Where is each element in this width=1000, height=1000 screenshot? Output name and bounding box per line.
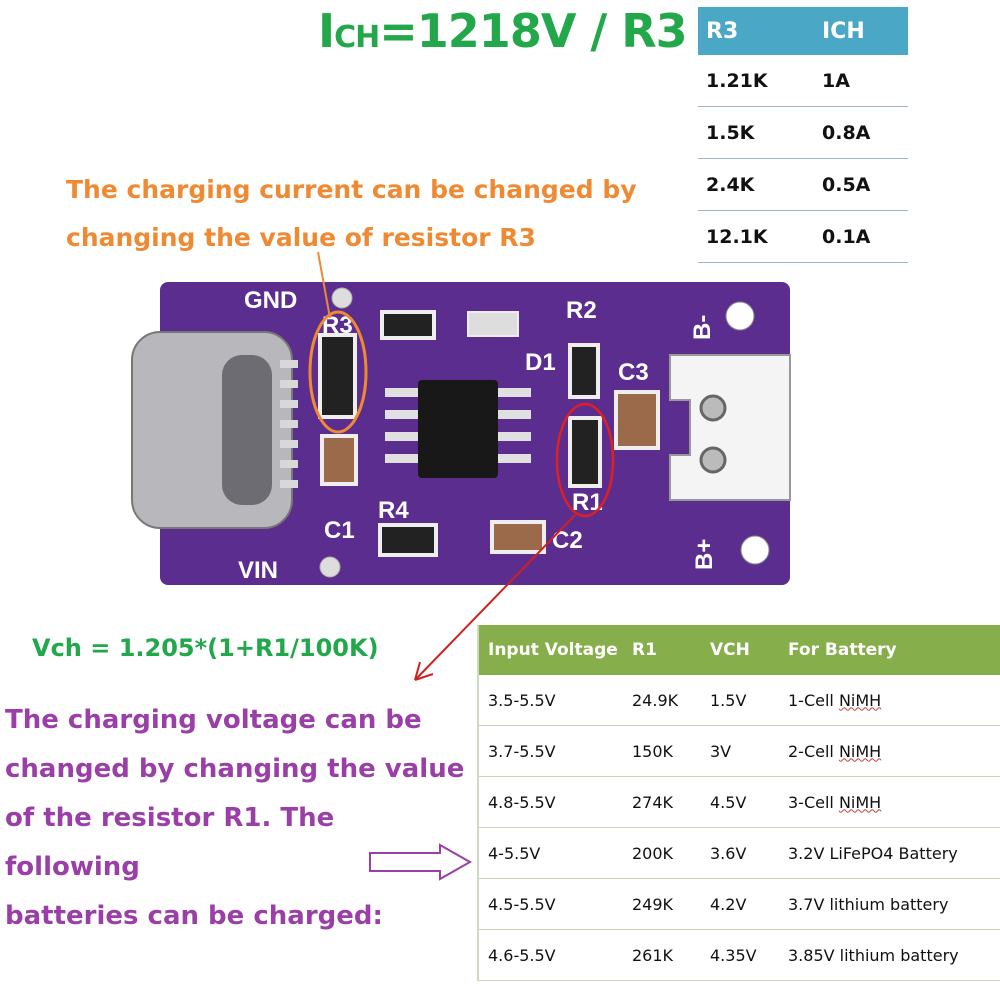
formula-prefix: I — [318, 4, 335, 58]
r1-cell: 24.9K — [623, 675, 701, 726]
r1-cell: 249K — [623, 878, 701, 930]
battery-cell: 3.7V lithium battery — [779, 878, 1000, 930]
header-for-battery: For Battery — [779, 625, 1000, 675]
r1-note-line: The charging voltage can be — [5, 705, 422, 735]
ich-cell: 0.8A — [814, 106, 908, 159]
silk-gnd: GND — [244, 287, 297, 314]
battery-table: Input Voltage R1 VCH For Battery 3.5-5.5… — [477, 625, 1000, 981]
battery-cell: 3-Cell NiMH — [779, 776, 1000, 828]
vch-cell: 4.35V — [701, 929, 779, 981]
header-vch: VCH — [701, 625, 779, 675]
capacitor-c2 — [490, 520, 546, 554]
silk-r1: R1 — [572, 489, 603, 516]
resistor-r3 — [318, 333, 357, 419]
r3-cell: 12.1K — [698, 210, 815, 263]
silk-b-minus: B- — [689, 315, 716, 340]
mount-hole — [740, 535, 770, 565]
formula-subscript: CH — [334, 20, 380, 55]
battery-cell: 3.85V lithium battery — [779, 929, 1000, 981]
resistor-r4 — [378, 523, 438, 557]
mount-hole — [725, 301, 755, 331]
usb-c-port — [222, 355, 272, 505]
r3-cell: 2.4K — [698, 158, 815, 211]
ich-cell: 0.1A — [814, 210, 908, 263]
r3-cell: 1.21K — [698, 55, 815, 107]
table-row: 4.5-5.5V 249K 4.2V 3.7V lithium battery — [478, 878, 1000, 930]
r1-cell: 261K — [623, 929, 701, 981]
header-ich: ICH — [814, 7, 908, 55]
vin-cell: 4.8-5.5V — [478, 776, 623, 828]
table-row: 3.7-5.5V 150K 3V 2-Cell NiMH — [478, 725, 1000, 777]
resistor-r2 — [568, 343, 600, 399]
vin-pad — [319, 556, 341, 578]
silk-c2: C2 — [552, 527, 583, 554]
arrow-right-icon — [369, 843, 473, 881]
vch-cell: 1.5V — [701, 675, 779, 726]
r3-pointer-line — [317, 251, 331, 319]
r1-cell: 274K — [623, 776, 701, 828]
r1-cell: 150K — [623, 725, 701, 777]
r1-note-line: of the resistor R1. The following — [5, 803, 335, 882]
vin-cell: 4-5.5V — [478, 827, 623, 879]
silk-c1: C1 — [324, 517, 355, 544]
capacitor-c3 — [614, 390, 660, 450]
vch-cell: 4.2V — [701, 878, 779, 930]
silk-b-plus: B+ — [691, 539, 718, 570]
table-row: 12.1K 0.1A — [698, 210, 908, 263]
battery-cell: 1-Cell NiMH — [779, 675, 1000, 726]
vin-cell: 4.6-5.5V — [478, 929, 623, 981]
r1-highlight-circle — [555, 402, 615, 518]
resistor-r1 — [568, 416, 602, 488]
table-row: 3.5-5.5V 24.9K 1.5V 1-Cell NiMH — [478, 675, 1000, 726]
table-row: 4.6-5.5V 261K 4.35V 3.85V lithium battery — [478, 929, 1000, 981]
vin-cell: 4.5-5.5V — [478, 878, 623, 930]
ich-cell: 0.5A — [814, 158, 908, 211]
r1-cell: 200K — [623, 827, 701, 879]
silk-r4: R4 — [378, 497, 409, 524]
table-row: 4.8-5.5V 274K 4.5V 3-Cell NiMH — [478, 776, 1000, 828]
vin-cell: 3.5-5.5V — [478, 675, 623, 726]
r3-cell: 1.5K — [698, 106, 815, 159]
vch-cell: 4.5V — [701, 776, 779, 828]
r1-note-line: batteries can be charged: — [5, 901, 383, 931]
header-input-voltage: Input Voltage — [478, 625, 623, 675]
ich-cell: 1A — [814, 55, 908, 107]
header-r1: R1 — [623, 625, 701, 675]
charging-current-formula: ICH=1218V / R3 — [318, 4, 688, 58]
charging-voltage-formula: Vch = 1.205*(1+R1/100K) — [32, 634, 379, 662]
battery-cell: 3.2V LiFePO4 Battery — [779, 827, 1000, 879]
table-row: 1.5K 0.8A — [698, 106, 908, 159]
vch-cell: 3.6V — [701, 827, 779, 879]
led-d1 — [467, 311, 519, 337]
table-row: 1.21K 1A — [698, 55, 908, 107]
battery-terminal — [669, 354, 791, 501]
silk-c3: C3 — [618, 359, 649, 386]
table-row: 4-5.5V 200K 3.6V 3.2V LiFePO4 Battery — [478, 827, 1000, 879]
r3-highlight-circle — [308, 310, 368, 434]
r1-pointer-line — [414, 514, 576, 681]
header-r3: R3 — [698, 7, 815, 55]
silk-r2: R2 — [566, 297, 597, 324]
r1-note-line: changed by changing the value — [5, 754, 465, 784]
r3-note-line: changing the value of resistor R3 — [66, 223, 536, 252]
silk-vin: VIN — [238, 557, 278, 584]
r3-current-table: R3 ICH 1.21K 1A 1.5K 0.8A 2.4K 0.5A 12.1K 0.1A — [698, 7, 908, 263]
r3-note: The charging current can be changed by c… — [66, 166, 637, 262]
formula-rest: =1218V / R3 — [379, 4, 687, 58]
vin-cell: 3.7-5.5V — [478, 725, 623, 777]
r1-note: The charging voltage can be changed by c… — [5, 696, 475, 941]
charger-ic — [418, 380, 498, 478]
vch-cell: 3V — [701, 725, 779, 777]
table-row: 2.4K 0.5A — [698, 158, 908, 211]
battery-cell: 2-Cell NiMH — [779, 725, 1000, 777]
silk-d1: D1 — [525, 349, 556, 376]
r3-note-line: The charging current can be changed by — [66, 175, 637, 204]
gnd-pad — [331, 287, 353, 309]
resistor-472 — [380, 310, 436, 340]
capacitor-c1 — [320, 434, 358, 486]
